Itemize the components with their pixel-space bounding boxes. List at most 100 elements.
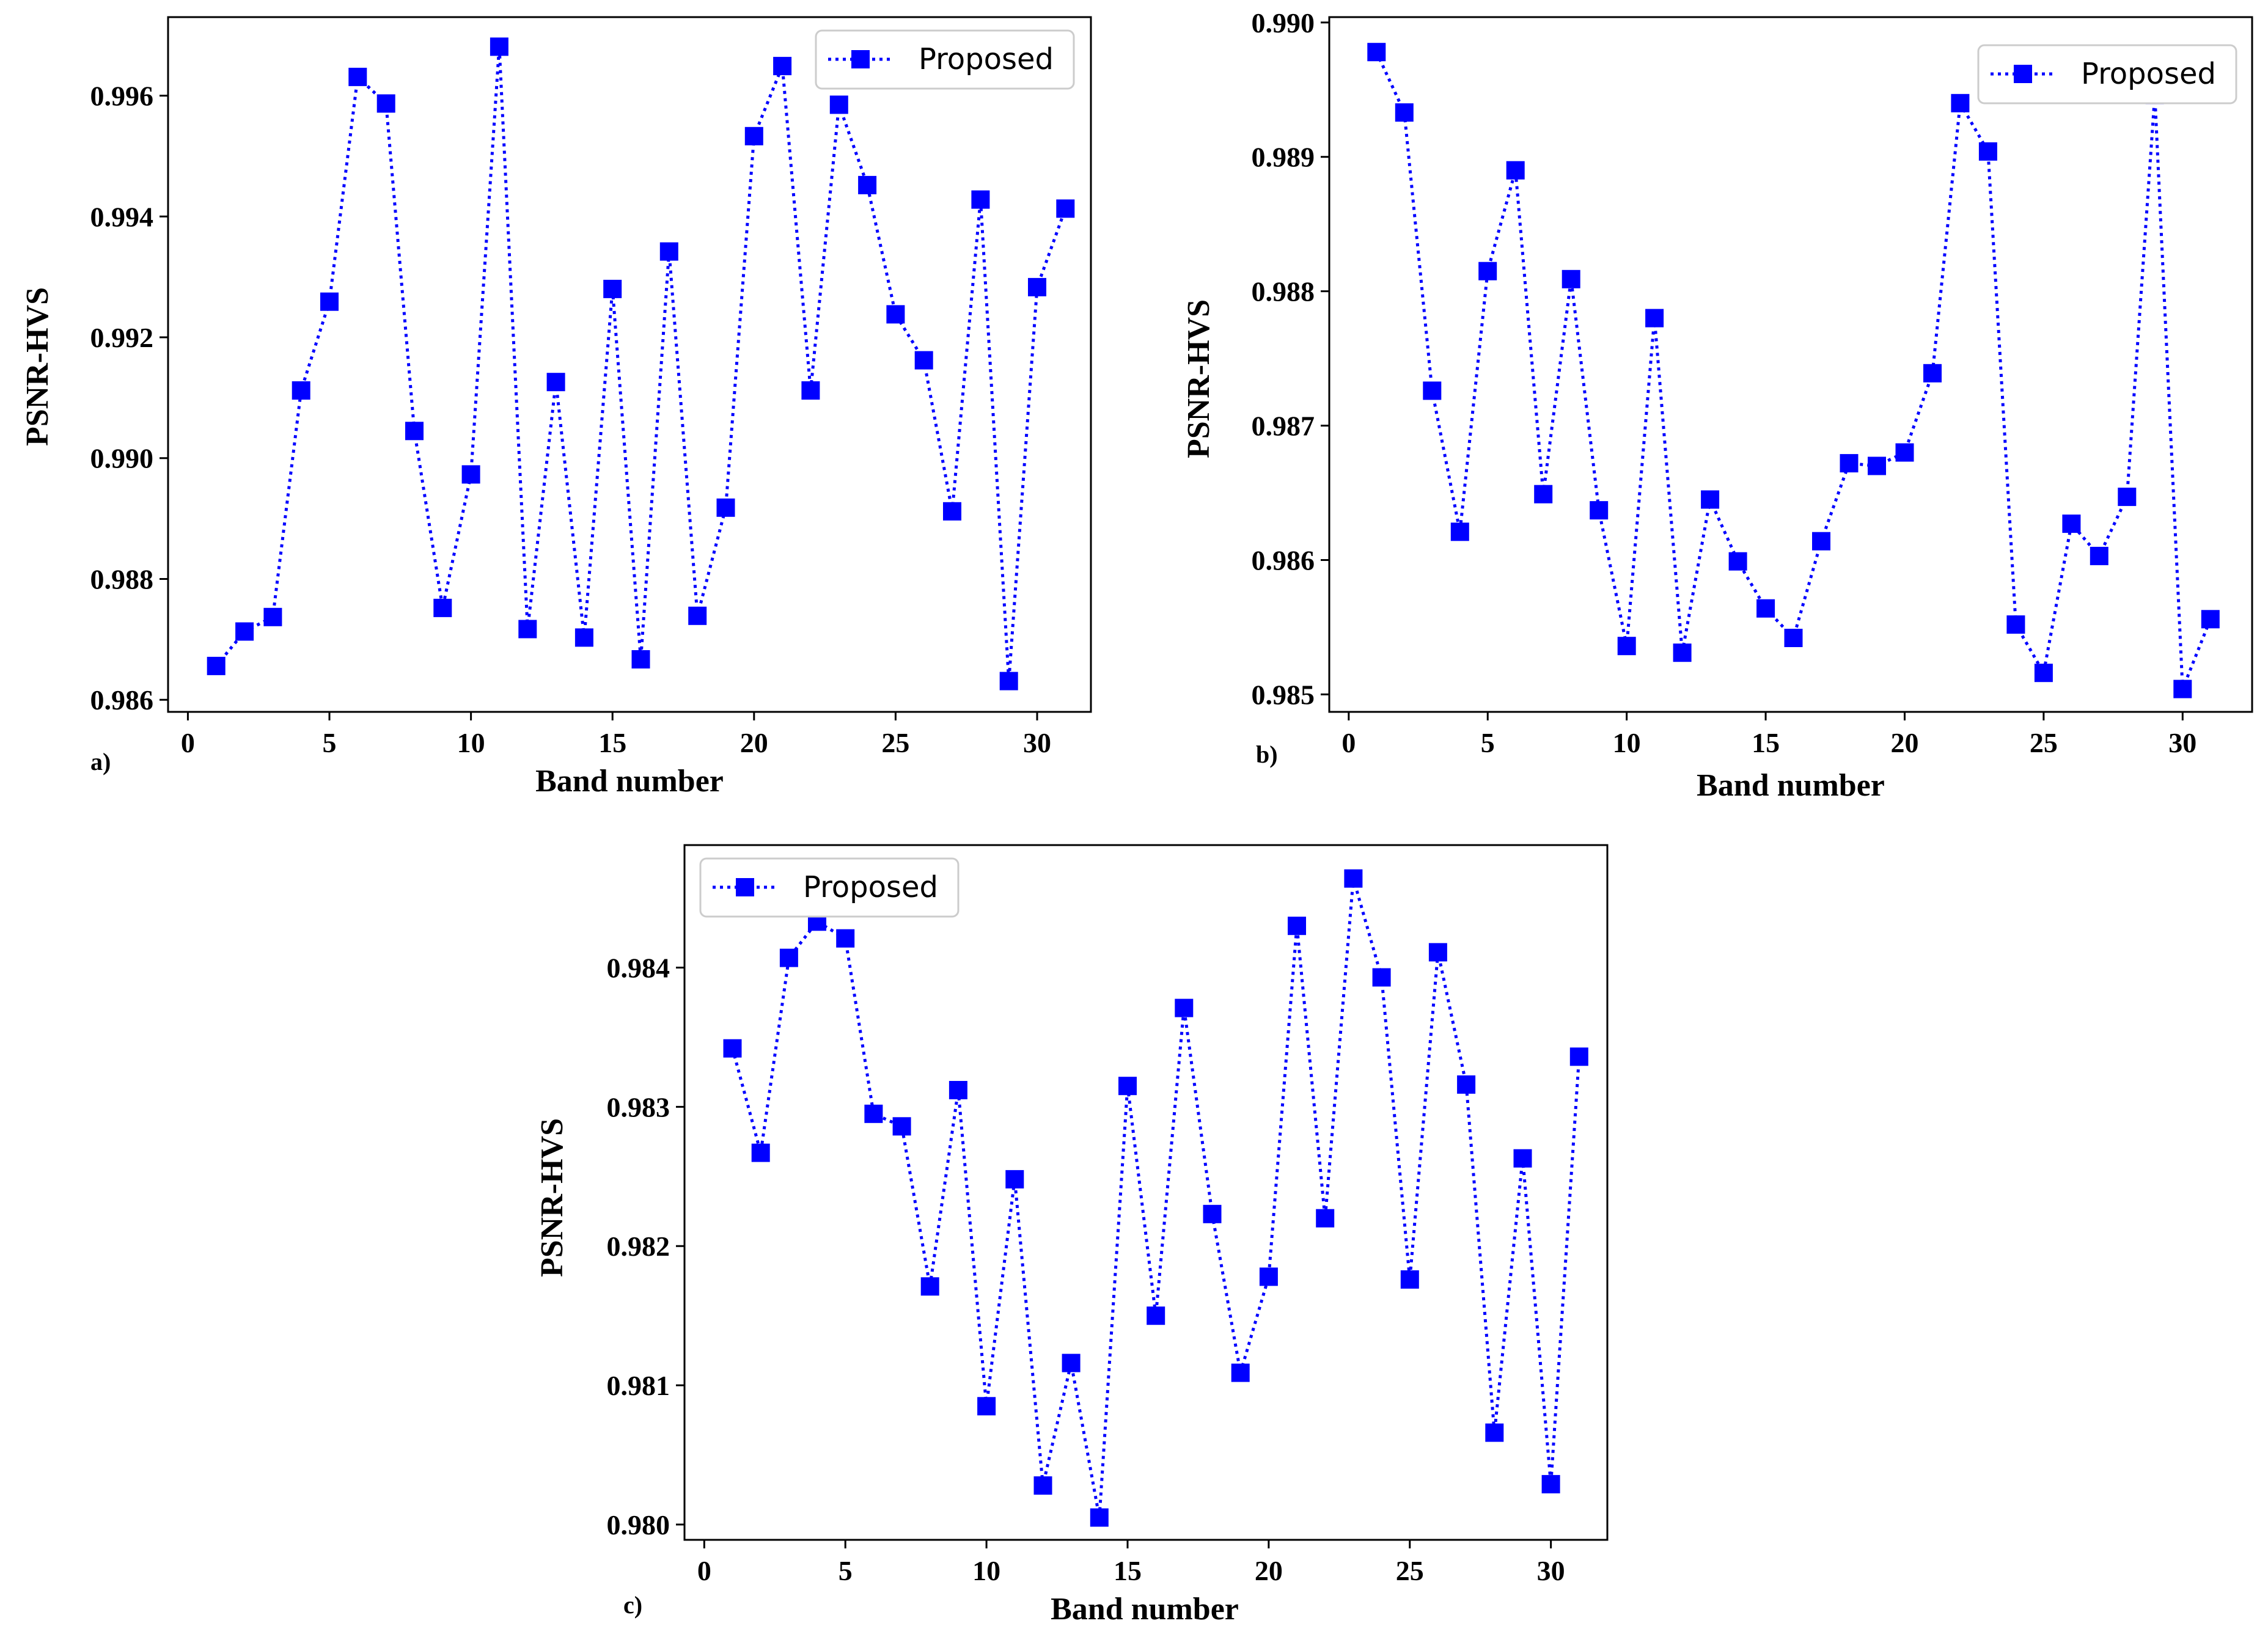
- chart-panel-b: 0 5 10 15 20 25 30 0.9850.9860.9870.9880.9890.…: [1181, 7, 2253, 803]
- data-point: [914, 351, 933, 370]
- data-point: [1056, 199, 1075, 218]
- x-tick-label: 0: [697, 1555, 711, 1586]
- y-tick-label: 0.984: [607, 953, 670, 984]
- data-point: [2006, 615, 2025, 634]
- x-axis-label: Band number: [1051, 1592, 1239, 1627]
- data-point: [779, 948, 798, 967]
- data-point: [2118, 488, 2137, 507]
- x-tick-label: 15: [1752, 727, 1780, 758]
- data-point: [1728, 552, 1747, 571]
- series-line: [731, 878, 1581, 1518]
- x-axis-ticks: 0 5 10 15 20 25 30: [1341, 712, 2196, 758]
- x-tick-label: 10: [1613, 727, 1641, 758]
- data-point: [801, 381, 820, 400]
- data-point: [2062, 515, 2081, 533]
- data-point: [1701, 490, 1720, 509]
- plot-area-frame: [1328, 16, 2253, 713]
- data-point: [2034, 664, 2053, 683]
- data-point: [1005, 1170, 1024, 1188]
- data-point: [405, 422, 424, 441]
- legend-frame: [699, 857, 960, 918]
- data-point: [999, 672, 1018, 690]
- data-point: [1316, 1209, 1335, 1228]
- x-tick-label: 20: [1255, 1555, 1283, 1586]
- data-point: [320, 292, 339, 311]
- data-point: [773, 57, 792, 76]
- data-point: [1590, 501, 1609, 520]
- data-point: [518, 620, 537, 639]
- legend-frame: [1977, 44, 2237, 104]
- y-tick-label: 0.982: [607, 1231, 670, 1262]
- data-point: [1062, 1353, 1081, 1372]
- data-point: [1784, 629, 1803, 647]
- legend-entry: Proposed: [803, 870, 938, 904]
- series-proposed: [723, 869, 1588, 1527]
- data-point: [348, 67, 367, 86]
- y-axis-label: PSNR-HVS: [1181, 299, 1216, 458]
- data-point: [886, 305, 905, 324]
- panel-label: b): [1256, 741, 1278, 768]
- x-tick-label: 0: [181, 727, 195, 758]
- x-axis-ticks: 0 5 10 15 20 25 30: [181, 712, 1051, 758]
- data-point: [1395, 103, 1414, 122]
- x-tick-label: 5: [323, 727, 337, 758]
- data-point: [603, 279, 622, 298]
- y-tick-label: 0.983: [607, 1091, 670, 1122]
- data-point: [1288, 917, 1306, 936]
- data-point: [1033, 1476, 1052, 1495]
- data-point: [1372, 968, 1391, 987]
- x-axis-label: Band number: [1697, 768, 1885, 803]
- x-axis-label: Band number: [535, 764, 724, 799]
- data-point: [1978, 142, 1997, 161]
- legend-marker: [2014, 65, 2032, 83]
- legend-frame: [815, 29, 1075, 90]
- data-point: [858, 175, 877, 194]
- data-point: [1450, 522, 1469, 541]
- legend-entry: Proposed: [2081, 57, 2216, 91]
- data-point: [744, 126, 763, 145]
- data-point: [1118, 1077, 1137, 1096]
- x-axis-ticks: 0 5 10 15 20 25 30: [697, 1540, 1565, 1586]
- plot-area-frame: [683, 844, 1609, 1541]
- y-tick-label: 0.996: [90, 81, 154, 112]
- data-point: [836, 929, 855, 948]
- data-point: [1895, 443, 1914, 462]
- x-tick-label: 15: [598, 727, 626, 758]
- y-tick-label: 0.990: [1252, 7, 1315, 38]
- data-point: [292, 381, 310, 400]
- data-point: [1457, 1075, 1476, 1094]
- data-point: [490, 37, 508, 56]
- data-point: [1840, 454, 1859, 473]
- series-line: [1375, 51, 2212, 690]
- x-tick-label: 0: [1341, 727, 1356, 758]
- data-point: [2173, 679, 2192, 698]
- x-tick-label: 20: [740, 727, 768, 758]
- data-point: [263, 607, 282, 626]
- data-point: [723, 1039, 742, 1058]
- data-point: [1028, 277, 1046, 296]
- y-tick-label: 0.986: [1252, 544, 1315, 576]
- y-axis-label: PSNR-HVS: [535, 1118, 570, 1277]
- data-point: [631, 650, 650, 668]
- data-point: [546, 373, 565, 392]
- data-point: [1562, 269, 1580, 288]
- x-tick-label: 30: [1537, 1555, 1565, 1586]
- data-point: [892, 1117, 911, 1136]
- y-tick-label: 0.987: [1252, 411, 1315, 442]
- data-point: [207, 656, 226, 675]
- data-point: [1478, 262, 1497, 280]
- data-point: [829, 95, 848, 114]
- data-point: [1673, 643, 1692, 662]
- data-point: [977, 1397, 996, 1416]
- data-point: [235, 622, 254, 641]
- y-axis-ticks: 0.985 0.986 0.987 0.988 0.989 0.990: [1252, 7, 1329, 710]
- legend: Proposed: [1977, 44, 2237, 104]
- x-tick-label: 10: [457, 727, 485, 758]
- data-point: [1534, 485, 1553, 504]
- data-point: [864, 1104, 883, 1123]
- y-tick-label: 0.981: [607, 1370, 670, 1401]
- data-point: [2090, 546, 2108, 565]
- data-point: [1423, 381, 1442, 400]
- data-point: [1541, 1474, 1560, 1493]
